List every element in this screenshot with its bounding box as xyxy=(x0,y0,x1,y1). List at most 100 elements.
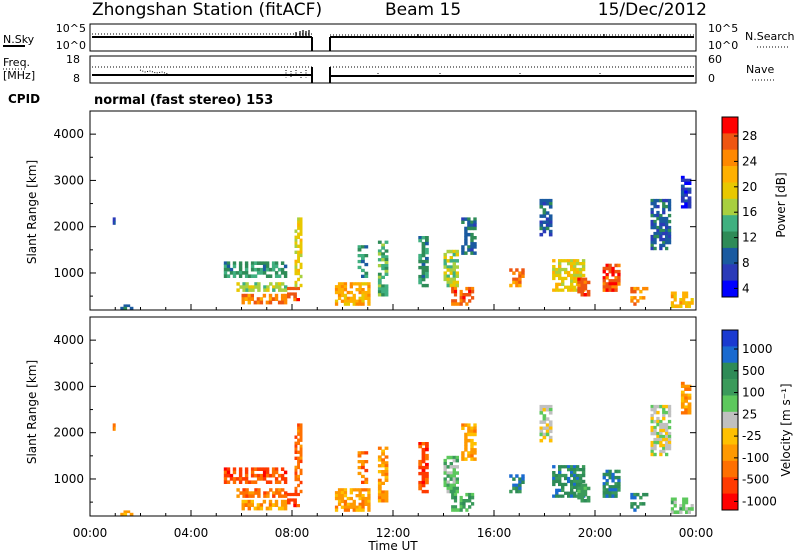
echo-cell xyxy=(381,287,385,291)
echo-cell xyxy=(421,262,426,267)
echo-cell xyxy=(577,289,581,294)
echo-cell xyxy=(455,249,459,254)
echo-cell xyxy=(259,473,264,478)
echo-cell xyxy=(667,431,672,436)
echo-cell xyxy=(244,503,248,507)
echo-cell xyxy=(294,450,298,454)
echo-cell xyxy=(334,302,339,306)
echo-cell xyxy=(656,410,660,415)
echo-cell xyxy=(245,494,249,498)
echo-cell xyxy=(425,265,429,270)
echo-cell xyxy=(545,408,550,412)
echo-cell xyxy=(470,426,474,430)
echo-cell xyxy=(555,479,559,484)
echo-cell xyxy=(583,489,588,494)
echo-cell xyxy=(548,438,553,443)
echo-cell xyxy=(425,238,429,243)
echo-cell xyxy=(687,510,691,514)
colorbar-tick-label: 12 xyxy=(742,231,757,245)
echo-cell xyxy=(614,285,618,289)
echo-cell xyxy=(639,289,643,294)
echo-cell xyxy=(667,443,672,448)
echo-cell xyxy=(384,272,389,276)
echo-cell xyxy=(253,274,258,278)
echo-cell xyxy=(337,290,342,295)
echo-cell xyxy=(580,495,585,500)
cpid-label: CPID xyxy=(8,92,40,106)
echo-cell xyxy=(381,293,385,297)
echo-cell xyxy=(583,280,588,285)
echo-cell xyxy=(247,506,251,511)
echo-cell xyxy=(684,202,688,206)
echo-cell xyxy=(650,407,654,412)
echo-cell xyxy=(548,404,553,409)
y-tick-label: 4000 xyxy=(53,333,84,347)
echo-cell xyxy=(337,496,342,501)
echo-cell xyxy=(337,288,342,292)
echo-cell xyxy=(259,267,264,272)
echo-cell xyxy=(299,423,303,427)
echo-cell xyxy=(349,488,353,492)
echo-cell xyxy=(418,465,423,470)
echo-cell xyxy=(337,488,342,492)
echo-cell xyxy=(539,404,544,409)
echo-cell xyxy=(455,480,459,484)
echo-cell xyxy=(461,220,465,224)
echo-cell xyxy=(687,402,692,406)
echo-cell xyxy=(421,253,426,258)
echo-cell xyxy=(580,283,585,288)
velocity-echo-regions xyxy=(112,381,694,516)
echo-region xyxy=(357,245,369,278)
echo-cell xyxy=(384,464,389,468)
echo-cell xyxy=(462,499,466,503)
echo-cell xyxy=(509,489,513,494)
echo-cell xyxy=(443,471,447,475)
echo-cell xyxy=(250,274,255,278)
echo-cell xyxy=(467,220,471,224)
echo-cell xyxy=(358,494,362,498)
echo-cell xyxy=(548,408,553,412)
echo-cell xyxy=(367,302,371,306)
echo-cell xyxy=(294,241,298,245)
echo-cell xyxy=(453,495,458,500)
echo-region xyxy=(287,492,300,508)
echo-cell xyxy=(602,488,606,492)
echo-cell xyxy=(567,479,571,484)
echo-cell xyxy=(467,423,471,427)
echo-cell xyxy=(262,271,267,275)
echo-cell xyxy=(518,489,522,494)
echo-cell xyxy=(449,277,453,282)
echo-cell xyxy=(245,491,249,495)
echo-cell xyxy=(539,202,544,206)
echo-cell xyxy=(676,304,680,308)
echo-cell xyxy=(367,282,371,286)
echo-cell xyxy=(361,502,365,506)
echo-cell xyxy=(274,470,279,475)
echo-cell xyxy=(468,495,472,500)
echo-cell xyxy=(453,505,458,509)
echo-cell xyxy=(558,468,562,472)
echo-cell xyxy=(665,228,669,233)
echo-cell xyxy=(617,263,621,268)
echo-cell xyxy=(446,489,450,494)
echo-cell xyxy=(659,428,663,433)
echo-cell xyxy=(297,477,300,482)
echo-cell xyxy=(293,295,297,299)
echo-cell xyxy=(384,249,389,253)
echo-cell xyxy=(421,277,426,282)
echo-cell xyxy=(464,423,468,427)
echo-cell xyxy=(283,477,288,481)
echo-cell xyxy=(687,187,692,191)
echo-cell xyxy=(558,476,562,481)
echo-cell xyxy=(452,483,456,488)
echo-cell xyxy=(662,240,666,245)
cpid-value: normal (fast stereo) 153 xyxy=(94,93,273,108)
colorbar-swatch xyxy=(722,198,738,216)
echo-cell xyxy=(265,506,270,511)
echo-cell xyxy=(364,451,369,455)
echo-region xyxy=(451,286,475,306)
echo-cell xyxy=(357,245,362,249)
echo-cell xyxy=(340,491,345,495)
echo-cell xyxy=(685,500,689,505)
echo-cell xyxy=(539,220,544,224)
